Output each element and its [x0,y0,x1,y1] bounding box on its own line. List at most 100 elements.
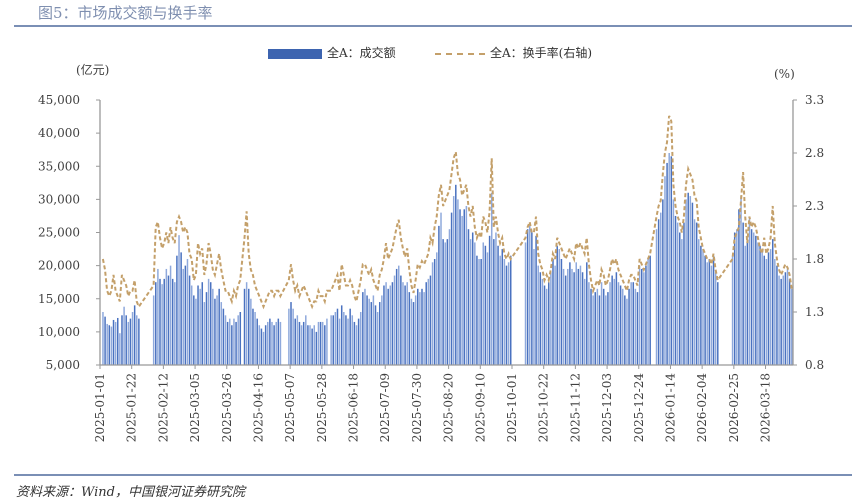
turnover-bar [710,265,713,365]
turnover-bar [106,323,108,365]
turnover-bar [345,315,347,365]
turnover-bar [771,239,774,365]
x-tick-label: 2025-03-05 [188,373,202,442]
turnover-bar [391,282,394,365]
turnover-bar [364,288,366,365]
turnover-bar [176,255,178,365]
turnover-bar [370,302,373,365]
turnover-bar [666,162,668,365]
turnover-bar [482,242,485,365]
turnover-bar [319,321,322,365]
turnover-bar [748,219,751,365]
turnover-bar [543,285,546,365]
x-tick-label: 2025-07-30 [410,373,424,442]
turnover-bar [123,306,125,365]
turnover-bar [174,282,176,365]
turnover-bar [381,295,383,365]
turnover-bar [581,272,584,365]
turnover-bar [556,245,558,365]
turnover-bar [564,275,567,365]
turnover-bar [526,229,529,365]
x-tick-label: 2025-11-12 [568,373,582,442]
axes: 5,000 10,000 15,000 20,000 25,000 30,000 35,00… [38,93,824,442]
legend-bar-label: 全A：成交额 [327,46,396,60]
turnover-bar [788,278,791,365]
left-tick-label: 45,000 [38,93,80,107]
turnover-bar [169,265,172,365]
turnover-bar [613,278,616,365]
turnover-bar [197,285,199,365]
turnover-bar [776,265,778,365]
left-tick-label: 20,000 [38,259,80,273]
turnover-bar [455,184,457,365]
turnover-bar [349,308,351,365]
turnover-bar [495,232,497,365]
turnover-bar [755,235,757,365]
turnover-bar [305,315,307,365]
turnover-bar [309,325,311,365]
turnover-bar [450,212,453,365]
turnover-bar [446,239,449,365]
turnover-bar [438,225,440,365]
x-tick-label: 2026-02-25 [727,373,741,442]
turnover-bar [687,192,689,365]
turnover-bar [357,318,360,365]
turnover-bar [670,156,673,365]
x-tick-label: 2025-12-03 [600,373,614,442]
right-axis-unit: (%) [774,67,795,81]
turnover-bar [700,245,702,365]
turnover-bar [630,282,632,365]
turnover-bar [404,285,406,365]
turnover-bar [315,331,318,365]
turnover-bar [201,282,204,365]
turnover-bar [611,275,613,365]
turnover-bar [628,288,630,365]
turnover-bar [326,318,328,365]
turnover-bar [757,242,759,365]
turnover-bar [378,302,381,365]
turnover-bar [736,229,738,365]
turnover-bar [471,232,474,365]
turnover-bar [245,282,248,365]
turnover-bar [119,333,121,365]
turnover-bar [334,312,337,365]
turnover-bar [746,239,749,365]
turnover-bar [499,255,501,365]
turnover-bar [262,331,265,365]
turnover-bar [752,232,755,365]
turnover-rate-line [101,115,793,310]
turnover-bar [117,317,119,365]
turnover-bar [406,282,408,365]
turnover-bar [247,288,250,365]
turnover-bar [600,282,603,365]
turnover-bar [605,295,607,365]
turnover-bar [429,275,432,365]
turnover-bar [167,275,170,365]
turnover-bar [480,259,482,365]
turnover-bar [292,308,294,365]
turnover-bar [478,259,480,365]
turnover-bar [216,295,218,365]
turnover-bar [486,252,489,365]
turnover-bar [683,222,685,365]
turnover-bar [209,282,212,365]
right-tick-label: 2.8 [805,146,824,160]
turnover-bar [444,242,446,365]
turnover-bar [275,321,277,365]
turnover-bar [750,229,753,365]
turnover-bar [412,302,415,365]
turnover-bar [186,259,189,365]
legend-line-swatch [435,53,485,55]
turnover-bar [368,298,370,365]
left-tick-label: 15,000 [38,292,80,306]
turnover-bar [362,292,364,365]
right-tick-label: 1.8 [805,252,824,266]
x-tick-label: 2025-03-26 [220,373,234,442]
turnover-bar [359,312,362,365]
turnover-bar [598,295,601,365]
turnover-bar [233,318,235,365]
right-tick-label: 2.3 [805,199,824,213]
turnover-bar [484,245,487,365]
title-divider [14,25,852,27]
turnover-bar [467,229,470,365]
